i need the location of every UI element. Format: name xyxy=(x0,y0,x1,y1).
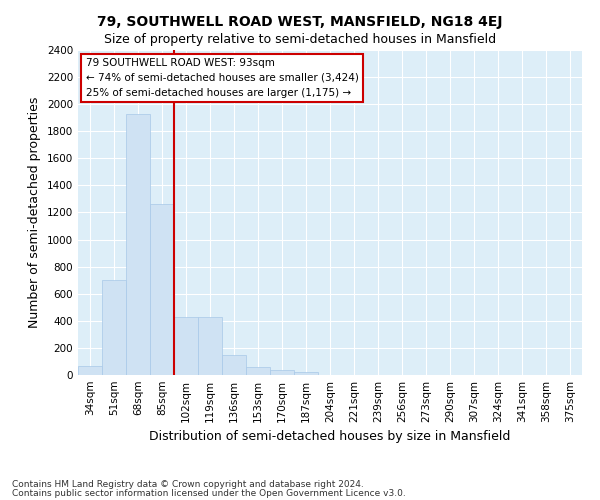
Text: 79 SOUTHWELL ROAD WEST: 93sqm
← 74% of semi-detached houses are smaller (3,424)
: 79 SOUTHWELL ROAD WEST: 93sqm ← 74% of s… xyxy=(86,58,358,98)
Y-axis label: Number of semi-detached properties: Number of semi-detached properties xyxy=(28,97,41,328)
Text: Contains public sector information licensed under the Open Government Licence v3: Contains public sector information licen… xyxy=(12,489,406,498)
Bar xyxy=(150,204,174,375)
Text: 79, SOUTHWELL ROAD WEST, MANSFIELD, NG18 4EJ: 79, SOUTHWELL ROAD WEST, MANSFIELD, NG18… xyxy=(97,15,503,29)
Bar xyxy=(174,317,198,375)
X-axis label: Distribution of semi-detached houses by size in Mansfield: Distribution of semi-detached houses by … xyxy=(149,430,511,444)
Bar xyxy=(198,317,222,375)
Text: Size of property relative to semi-detached houses in Mansfield: Size of property relative to semi-detach… xyxy=(104,32,496,46)
Bar xyxy=(102,280,126,375)
Bar xyxy=(222,356,246,375)
Bar xyxy=(246,367,270,375)
Bar xyxy=(78,366,102,375)
Bar xyxy=(126,114,150,375)
Bar xyxy=(294,372,318,375)
Bar xyxy=(270,370,294,375)
Text: Contains HM Land Registry data © Crown copyright and database right 2024.: Contains HM Land Registry data © Crown c… xyxy=(12,480,364,489)
